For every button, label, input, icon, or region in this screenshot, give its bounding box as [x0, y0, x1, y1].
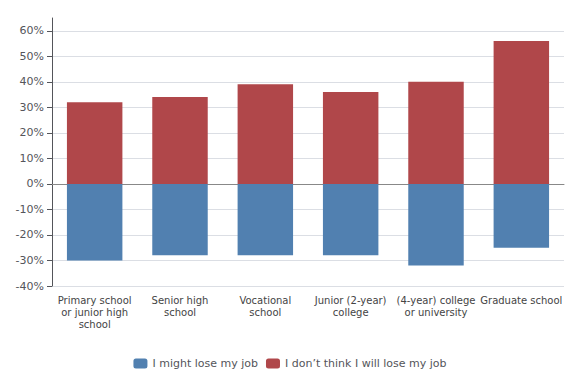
svg-text:school: school	[164, 307, 196, 318]
svg-text:or junior high: or junior high	[61, 307, 128, 318]
svg-text:10%: 10%	[20, 152, 44, 165]
svg-text:or university: or university	[405, 307, 468, 318]
svg-text:60%: 60%	[20, 24, 44, 37]
svg-text:-40%: -40%	[16, 280, 44, 293]
svg-text:0%: 0%	[27, 177, 44, 190]
svg-text:(4-year) college: (4-year) college	[397, 295, 476, 306]
svg-text:Vocational: Vocational	[239, 295, 291, 306]
svg-text:Graduate school: Graduate school	[480, 295, 562, 306]
svg-text:30%: 30%	[20, 101, 44, 114]
svg-text:college: college	[333, 307, 369, 318]
svg-text:50%: 50%	[20, 50, 44, 63]
svg-text:school: school	[79, 319, 111, 330]
svg-text:-30%: -30%	[16, 254, 44, 267]
svg-text:-20%: -20%	[16, 228, 44, 241]
svg-text:I don’t think I will lose my j: I don’t think I will lose my job	[285, 357, 447, 370]
svg-text:Senior high: Senior high	[152, 295, 209, 306]
svg-text:Primary school: Primary school	[58, 295, 132, 306]
svg-text:school: school	[249, 307, 281, 318]
svg-text:-10%: -10%	[16, 203, 44, 216]
svg-text:I might lose my job: I might lose my job	[152, 357, 258, 370]
svg-text:20%: 20%	[20, 126, 44, 139]
svg-text:40%: 40%	[20, 75, 44, 88]
svg-text:Junior (2-year): Junior (2-year)	[314, 295, 387, 306]
